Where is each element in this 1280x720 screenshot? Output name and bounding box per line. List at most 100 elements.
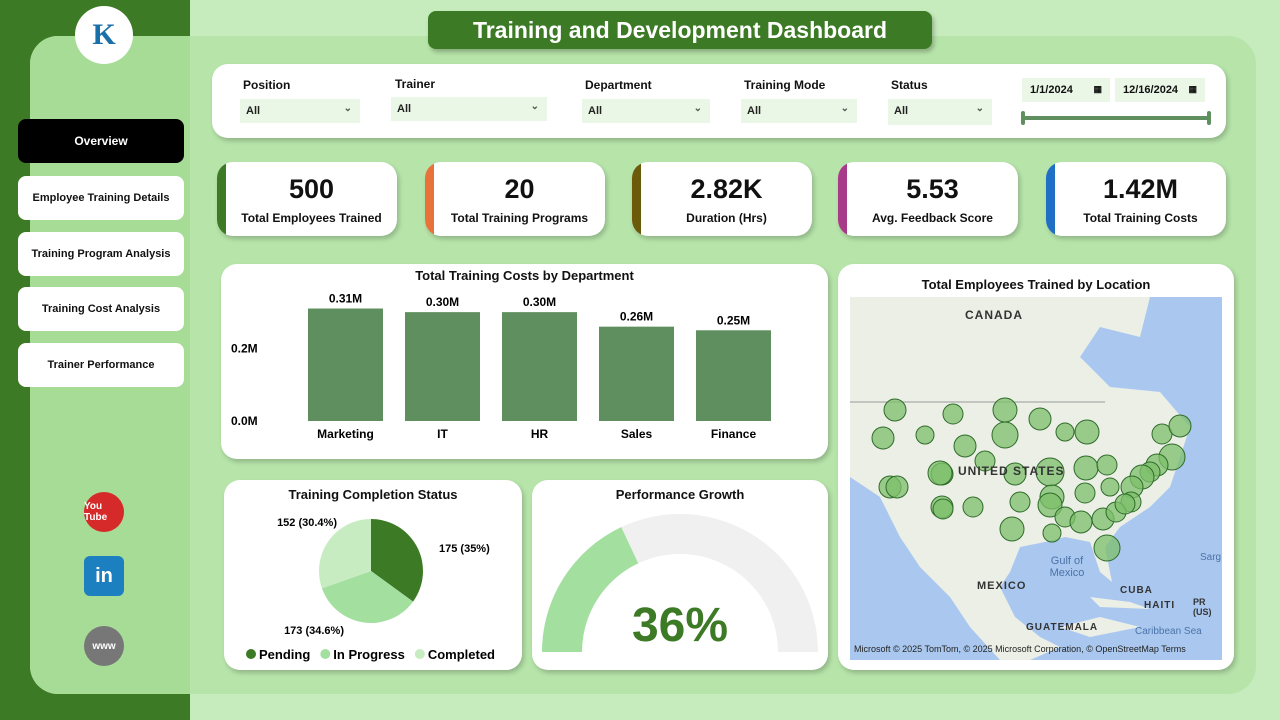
- kpi-accent: [838, 162, 847, 236]
- legend-label: Completed: [428, 647, 495, 662]
- kpi-label: Total Training Programs: [450, 211, 589, 225]
- gauge-fill: [542, 527, 639, 652]
- location-bubble: [1009, 491, 1031, 513]
- nav-employee-training-details[interactable]: Employee Training Details: [18, 176, 184, 220]
- location-bubble: [1100, 477, 1120, 497]
- map-view[interactable]: CANADA UNITED STATES MEXICO Gulf of Mexi…: [850, 297, 1222, 660]
- kpi-total-programs: 20 Total Training Programs: [425, 162, 605, 236]
- training-mode-dropdown[interactable]: All ⌄: [741, 99, 857, 123]
- position-value: All: [246, 105, 261, 117]
- kpi-label: Avg. Feedback Score: [872, 211, 993, 225]
- map-card: Total Employees Trained by Location CANA…: [838, 264, 1234, 670]
- legend-label: Pending: [259, 647, 310, 662]
- bar-finance: [696, 330, 771, 421]
- location-bubble: [1074, 482, 1096, 504]
- nav-training-cost-analysis[interactable]: Training Cost Analysis: [18, 287, 184, 331]
- gauge-card: Performance Growth 36%: [532, 480, 828, 670]
- department-dropdown[interactable]: All ⌄: [582, 99, 710, 123]
- start-date-input[interactable]: 1/1/2024 ▦: [1022, 78, 1110, 102]
- pie-data-label: 175 (35%): [439, 543, 490, 555]
- bar-data-label: 0.26M: [620, 310, 653, 324]
- map-title: Total Employees Trained by Location: [921, 277, 1151, 292]
- status-label: Status: [891, 78, 928, 92]
- nav-trainer-performance[interactable]: Trainer Performance: [18, 343, 184, 387]
- location-bubble: [927, 460, 953, 486]
- y-tick-label: 0.0M: [231, 414, 258, 428]
- calendar-icon: ▦: [1188, 84, 1197, 94]
- location-bubble: [1096, 454, 1118, 476]
- kpi-accent: [632, 162, 641, 236]
- date-range-slider[interactable]: [1023, 116, 1209, 120]
- pie-chart-title: Training Completion Status: [288, 487, 458, 502]
- location-bubble: [1028, 407, 1052, 431]
- map-label-caribbean: Caribbean Sea: [1135, 626, 1202, 637]
- gauge-title: Performance Growth: [615, 487, 745, 502]
- kpi-feedback-score: 5.53 Avg. Feedback Score: [838, 162, 1018, 236]
- location-bubble: [1055, 422, 1075, 442]
- location-bubble: [1168, 414, 1192, 438]
- kpi-value: 20: [504, 174, 535, 204]
- x-tick-label: Marketing: [317, 427, 374, 441]
- pie-data-label: 173 (34.6%): [284, 625, 344, 637]
- status-dropdown[interactable]: All ⌄: [888, 99, 992, 125]
- location-bubble: [953, 434, 977, 458]
- bar-data-label: 0.31M: [329, 292, 362, 306]
- map-label-us: UNITED STATES: [958, 464, 1065, 478]
- kpi-label: Total Employees Trained: [241, 211, 382, 225]
- slider-start-handle[interactable]: [1021, 111, 1025, 125]
- start-date-value: 1/1/2024: [1030, 84, 1073, 96]
- location-bubble: [1093, 534, 1121, 562]
- end-date-input[interactable]: 12/16/2024 ▦: [1115, 78, 1205, 102]
- logo: K: [75, 6, 133, 64]
- position-dropdown[interactable]: All ⌄: [240, 99, 360, 123]
- location-bubble: [1069, 510, 1093, 534]
- bar-data-label: 0.30M: [523, 295, 556, 309]
- youtube-icon[interactable]: You Tube: [84, 492, 124, 532]
- nav-training-program-analysis[interactable]: Training Program Analysis: [18, 232, 184, 276]
- globe-icon[interactable]: www: [84, 626, 124, 666]
- kpi-total-employees: 500 Total Employees Trained: [217, 162, 397, 236]
- x-tick-label: Finance: [711, 427, 757, 441]
- x-tick-label: Sales: [621, 427, 653, 441]
- chevron-down-icon: ⌄: [975, 103, 984, 114]
- map-label-haiti: HAITI: [1144, 600, 1176, 611]
- map-label-gulf: Gulf of Mexico: [1049, 555, 1085, 579]
- kpi-duration: 2.82K Duration (Hrs): [632, 162, 812, 236]
- location-bubble: [992, 397, 1018, 423]
- department-label: Department: [585, 78, 652, 92]
- location-bubble: [932, 498, 954, 520]
- location-bubble: [1074, 419, 1100, 445]
- kpi-value: 5.53: [906, 174, 959, 204]
- gauge-value: 36%: [631, 599, 729, 652]
- kpi-value: 500: [288, 174, 335, 204]
- linkedin-icon[interactable]: in: [84, 556, 124, 596]
- bar-it: [405, 312, 480, 421]
- location-bubble: [1073, 455, 1099, 481]
- map-attribution[interactable]: Microsoft © 2025 TomTom, © 2025 Microsof…: [854, 644, 1186, 654]
- location-bubble: [1037, 492, 1063, 518]
- kpi-accent: [217, 162, 226, 236]
- pie-data-label: 152 (30.4%): [277, 517, 337, 529]
- map-label-pr: PR (US): [1193, 597, 1212, 617]
- location-bubble: [999, 516, 1025, 542]
- department-value: All: [588, 105, 603, 117]
- bar-chart-card: Total Training Costs by Department 0.0M 0…: [221, 264, 828, 459]
- slider-end-handle[interactable]: [1207, 111, 1211, 125]
- gauge-chart: [542, 514, 818, 652]
- legend-marker: [246, 649, 256, 659]
- trainer-dropdown[interactable]: All ⌄: [391, 97, 547, 121]
- kpi-accent: [425, 162, 434, 236]
- map-label-mexico: MEXICO: [977, 580, 1027, 592]
- x-tick-label: IT: [437, 427, 448, 441]
- chevron-down-icon: ⌄: [343, 103, 352, 114]
- end-date-value: 12/16/2024: [1123, 84, 1179, 96]
- legend-label: In Progress: [333, 647, 405, 662]
- y-tick-label: 0.2M: [231, 341, 258, 355]
- position-label: Position: [243, 78, 291, 92]
- bar-sales: [599, 326, 674, 421]
- location-bubble: [942, 403, 964, 425]
- legend-marker: [320, 649, 331, 659]
- pie-slice-in-progress: [321, 571, 414, 623]
- location-bubble: [962, 496, 984, 518]
- nav-overview[interactable]: Overview: [18, 119, 184, 163]
